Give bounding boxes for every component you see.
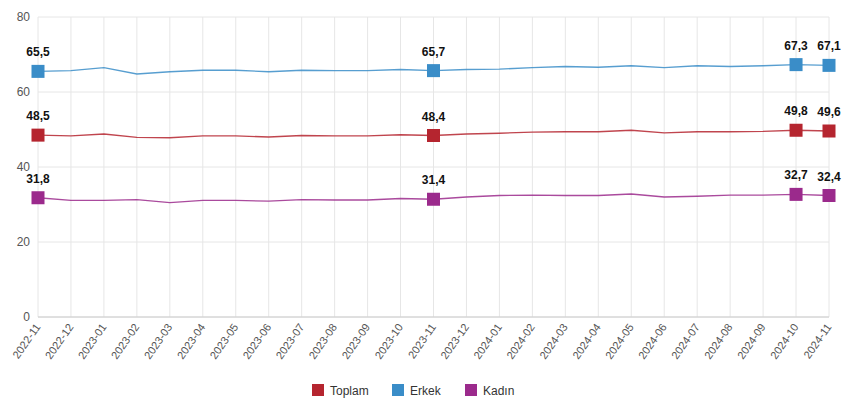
x-tick-label: 2023-10 (372, 321, 405, 361)
marker (790, 188, 803, 201)
y-grid-line (38, 167, 829, 168)
legend-swatch (312, 384, 324, 396)
y-tick-label: 60 (17, 85, 31, 99)
y-tick-label: 20 (17, 235, 31, 249)
x-tick-label: 2023-07 (273, 321, 306, 361)
marker (32, 129, 45, 142)
x-tick-label: 2023-06 (240, 321, 273, 361)
x-tick-label: 2023-04 (174, 321, 207, 361)
legend-swatch (392, 384, 404, 396)
legend: Toplam Erkek Kadın (312, 384, 514, 398)
x-tick-label: 2024-09 (735, 321, 768, 361)
data-label: 65,5 (26, 45, 50, 59)
legend-label: Erkek (410, 384, 442, 398)
marker (32, 191, 45, 204)
marker (427, 193, 440, 206)
grid (38, 17, 829, 317)
data-label: 48,4 (422, 110, 446, 124)
x-tick-label: 2023-09 (339, 321, 372, 361)
x-tick-label: 2024-01 (471, 321, 504, 361)
x-tick-label: 2024-11 (801, 321, 834, 360)
x-tick-label: 2024-02 (504, 321, 537, 361)
y-grid-line (38, 317, 829, 318)
x-tick-label: 2023-08 (306, 321, 339, 361)
x-tick-label: 2024-05 (603, 321, 636, 361)
data-label: 32,7 (784, 168, 808, 182)
data-label: 49,8 (784, 104, 808, 118)
data-labels: 48,5 48,4 49,8 49,6 65,5 65,7 67,3 67,1 31,8 31,4… (26, 39, 841, 188)
y-grid-line (38, 17, 829, 18)
marker (32, 65, 45, 78)
legend-swatch (465, 384, 477, 396)
marker (790, 58, 803, 71)
x-tick-label: 2022-12 (43, 321, 76, 361)
data-label: 67,3 (784, 39, 808, 53)
legend-label: Toplam (330, 384, 369, 398)
data-label: 65,7 (422, 45, 446, 59)
data-label: 48,5 (26, 109, 50, 123)
data-label: 67,1 (817, 39, 841, 53)
y-tick-label: 0 (23, 310, 30, 324)
y-grid-line (38, 92, 829, 93)
x-tick-label: 2023-03 (141, 321, 174, 361)
x-tick-label: 2023-12 (438, 321, 471, 361)
data-label: 31,4 (422, 173, 446, 187)
x-tick-label: 2023-11 (406, 321, 439, 360)
x-tick-label: 2023-02 (109, 321, 142, 361)
plot-area (32, 58, 836, 206)
marker (427, 129, 440, 142)
chart: 0204060802022-112022-122023-012023-02202… (0, 0, 850, 402)
x-tick-label: 2024-10 (768, 321, 801, 361)
x-tick-label: 2022-11 (10, 321, 43, 360)
marker (790, 124, 803, 137)
legend-label: Kadın (483, 384, 514, 398)
marker (823, 125, 836, 138)
data-label: 32,4 (817, 170, 841, 184)
y-grid-line (38, 242, 829, 243)
x-tick-label: 2024-08 (702, 321, 735, 361)
marker (427, 64, 440, 77)
x-tick-label: 2024-03 (537, 321, 570, 361)
x-axis (38, 317, 829, 318)
data-label: 31,8 (26, 172, 50, 186)
marker (823, 189, 836, 202)
y-tick-label: 80 (17, 10, 31, 24)
x-tick-label: 2024-07 (669, 321, 702, 361)
x-tick-label: 2023-05 (207, 321, 240, 361)
data-label: 49,6 (817, 105, 841, 119)
x-tick-label: 2024-06 (636, 321, 669, 361)
x-tick-label: 2024-04 (570, 321, 603, 361)
x-tick-label: 2023-01 (76, 321, 109, 361)
marker (823, 59, 836, 72)
